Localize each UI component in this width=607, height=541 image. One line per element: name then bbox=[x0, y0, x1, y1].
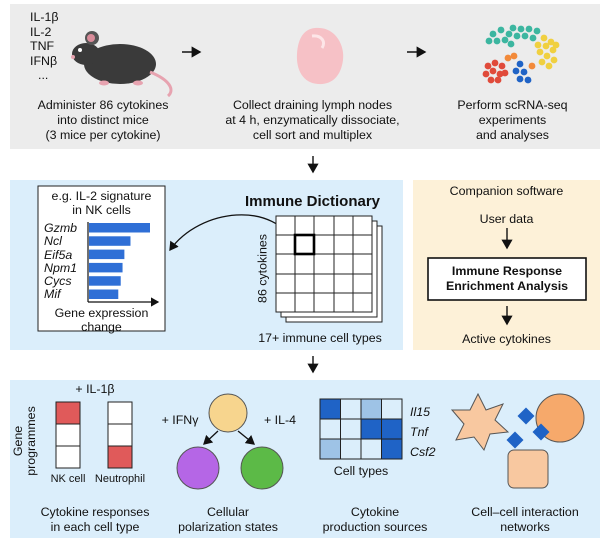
step-collect: Collect draining lymph nodes at 4 h, enzy… bbox=[225, 98, 400, 142]
gene-list: Gzmb Ncl Eif5a Npm1 Cycs Mif bbox=[44, 221, 78, 302]
irea-box bbox=[427, 257, 587, 301]
active-cytokines-label: Active cytokines bbox=[462, 332, 551, 346]
user-data-label: User data bbox=[479, 212, 534, 226]
polarization-caption: Cellular polarization states bbox=[178, 505, 278, 534]
response-columns bbox=[55, 401, 133, 469]
cell-types-axis-label: 17+ immune cell types bbox=[258, 331, 382, 345]
signature-title: e.g. IL-2 signature in NK cells bbox=[51, 189, 152, 217]
dictionary-title: Immune Dictionary bbox=[244, 193, 381, 210]
production-heatmap bbox=[319, 398, 403, 460]
gene-programmes-label: Gene programmes bbox=[11, 406, 38, 476]
cytokine-list: IL-1β IL-2 TNF IFNβ ... bbox=[30, 10, 58, 83]
step-scrnaseq: Perform scRNA-seq experiments and analyses bbox=[457, 98, 568, 142]
cytokine-label: IFNβ bbox=[30, 53, 58, 68]
dictionary-grid bbox=[275, 215, 383, 323]
gene-bar bbox=[89, 276, 121, 286]
gene-bar bbox=[89, 289, 119, 299]
gene-label: Npm1 bbox=[44, 260, 78, 275]
mouse-icon bbox=[71, 31, 173, 98]
gene-label: Csf2 bbox=[410, 445, 436, 459]
gene-bars bbox=[89, 223, 150, 299]
networks-caption: Cell–cell interaction networks bbox=[471, 505, 579, 534]
il1b-label: + IL-1β bbox=[75, 382, 115, 396]
gene-label: Il15 bbox=[410, 405, 430, 419]
gene-label: Ncl bbox=[44, 234, 62, 249]
responses-caption: Cytokine responses in each cell type bbox=[40, 505, 150, 534]
production-caption: Cytokine production sources bbox=[322, 505, 428, 534]
companion-title: Companion software bbox=[449, 184, 564, 198]
gene-label: Tnf bbox=[410, 425, 428, 439]
production-gene-labels: Il15 Tnf Csf2 bbox=[410, 402, 435, 462]
step-administer: Administer 86 cytokines into distinct mic… bbox=[37, 98, 169, 142]
gene-label: Eif5a bbox=[44, 247, 73, 262]
cytokines-axis-label: 86 cytokines bbox=[255, 234, 270, 303]
gene-label: Cycs bbox=[44, 274, 72, 289]
gene-label: Mif bbox=[44, 287, 61, 302]
selected-cell bbox=[293, 233, 316, 256]
interaction-network bbox=[450, 392, 585, 489]
ifng-label: + IFNγ bbox=[161, 413, 199, 427]
neutrophil-label: Neutrophil bbox=[94, 473, 146, 485]
expression-axis-label: Gene expression change bbox=[54, 306, 149, 334]
nk-cell-label: NK cell bbox=[50, 473, 86, 485]
cell-types-label: Cell types bbox=[333, 464, 389, 478]
cytokine-label: TNF bbox=[30, 39, 55, 53]
irea-label: Immune Response Enrichment Analysis bbox=[445, 264, 569, 293]
scrna-clusters-icon bbox=[482, 24, 560, 84]
gene-bar bbox=[89, 223, 150, 233]
cytokine-label: ... bbox=[38, 68, 49, 82]
gene-label: Gzmb bbox=[44, 221, 78, 235]
il4-label: + IL-4 bbox=[263, 413, 297, 427]
polarization-cells bbox=[176, 393, 284, 490]
gene-bar bbox=[89, 249, 125, 260]
lymph-node-icon bbox=[296, 27, 344, 85]
cytokine-label: IL-2 bbox=[30, 24, 52, 39]
gene-bar bbox=[89, 236, 131, 246]
gene-bar bbox=[89, 262, 123, 273]
cytokine-label: IL-1β bbox=[30, 10, 59, 24]
